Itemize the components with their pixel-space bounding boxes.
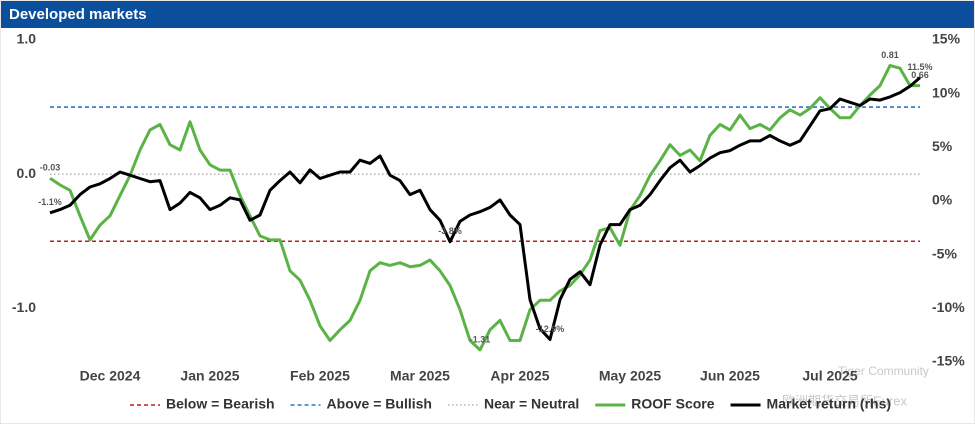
series-line: [49, 64, 920, 352]
legend-label: Above = Bullish: [327, 396, 432, 412]
data-label: -1.1%: [38, 197, 62, 207]
data-label: -3.8%: [438, 226, 462, 236]
legend-label: ROOF Score: [631, 396, 714, 412]
data-label: 0.81: [881, 50, 899, 60]
title-bar: [1, 1, 974, 28]
data-label: 11.5%: [907, 62, 932, 72]
x-tick-label: Feb 2025: [290, 368, 350, 384]
watermark: Tiger Community: [838, 364, 929, 378]
watermark: 欧洲期货交易所Eurex: [782, 393, 907, 408]
y2-tick-label: 15%: [932, 31, 961, 47]
legend-label: Market return (rhs): [767, 396, 891, 412]
y2-tick-label: -10%: [932, 299, 965, 315]
y-tick-label: 1.0: [17, 31, 37, 47]
y2-tick-label: 10%: [932, 84, 961, 100]
y-tick-label: 0.0: [17, 165, 37, 181]
x-tick-label: Jan 2025: [180, 368, 239, 384]
x-tick-label: Apr 2025: [490, 368, 549, 384]
x-tick-label: Mar 2025: [390, 368, 450, 384]
x-tick-label: Jun 2025: [700, 368, 760, 384]
y2-tick-label: 5%: [932, 138, 953, 154]
data-label: -0.03: [40, 163, 61, 173]
x-tick-label: May 2025: [599, 368, 661, 384]
data-label: -1.31: [470, 334, 491, 344]
legend-label: Near = Neutral: [484, 396, 579, 412]
chart-title: Developed markets: [9, 6, 147, 23]
y2-tick-label: 0%: [932, 192, 953, 208]
data-label: 0.66: [911, 70, 929, 80]
y-tick-label: -1.0: [12, 299, 36, 315]
x-tick-label: Jul 2025: [802, 368, 857, 384]
legend-label: Below = Bearish: [166, 396, 275, 412]
x-tick-label: Dec 2024: [80, 368, 141, 384]
series-line: [49, 76, 921, 341]
y2-tick-label: -15%: [932, 353, 965, 369]
data-label: -12.9%: [536, 324, 565, 334]
y2-tick-label: -5%: [932, 245, 957, 261]
